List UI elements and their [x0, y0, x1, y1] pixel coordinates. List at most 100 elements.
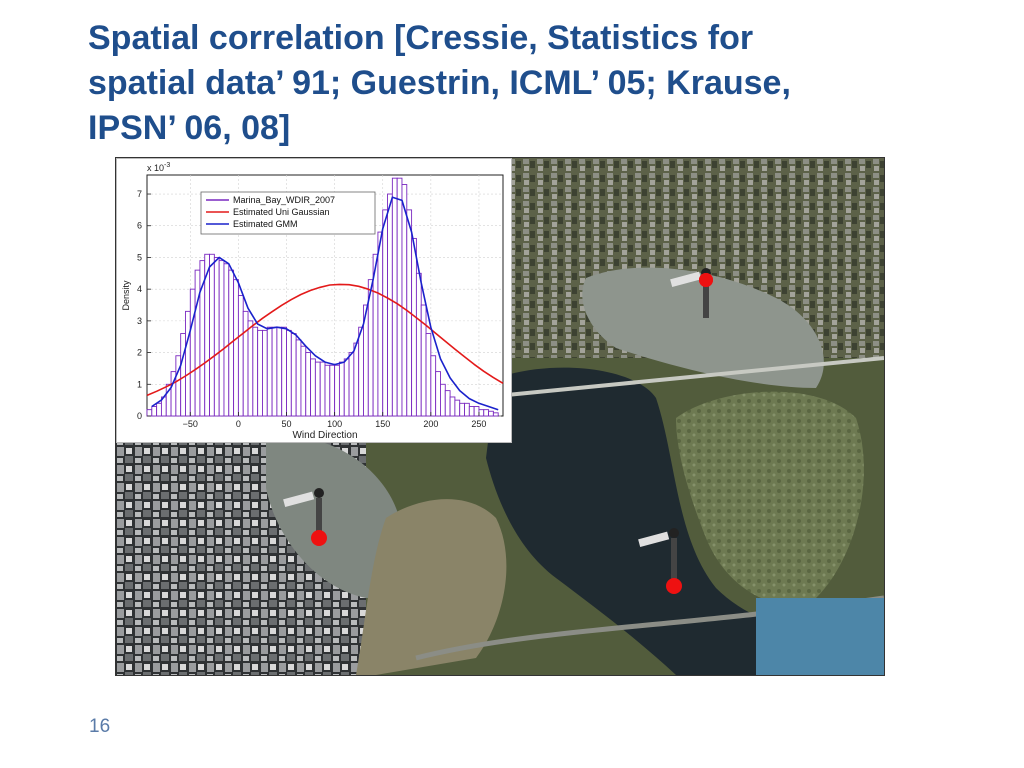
histogram-bar [492, 412, 499, 417]
sensor-vane [283, 491, 315, 508]
histogram-bar [334, 364, 340, 417]
histogram-bar [310, 358, 316, 417]
x-tick-label: 250 [471, 419, 486, 429]
chart-legend: Marina_Bay_WDIR_2007 Estimated Uni Gauss… [200, 191, 376, 235]
histogram-bar [156, 402, 162, 417]
histogram-bar [468, 406, 475, 417]
histogram-bar [353, 342, 360, 417]
histogram-bar [262, 329, 268, 417]
histogram-bar [435, 371, 441, 417]
histogram-bar [295, 339, 302, 417]
y-exponent-label: x 10-3 [147, 162, 170, 173]
histogram-bar [281, 326, 287, 417]
histogram-bar [478, 409, 485, 417]
legend-label-histogram: Marina_Bay_WDIR_2007 [233, 195, 335, 205]
y-tick-label: 5 [137, 252, 142, 262]
histogram-bar [180, 333, 186, 417]
y-tick-label: 2 [137, 348, 142, 358]
y-tick-label: 1 [137, 379, 142, 389]
histogram-bar [338, 361, 345, 417]
y-tick-label: 0 [137, 411, 142, 421]
histogram-bar [411, 237, 417, 417]
histogram-bar [266, 326, 273, 417]
y-axis-label: Density [121, 280, 131, 311]
y-tick-label: 3 [137, 316, 142, 326]
chart-svg: −50 0 50 100 150 200 250 0 1 2 3 4 5 6 7 x 10-3 Densit… [121, 162, 504, 441]
y-tick-label: 7 [137, 189, 142, 199]
histogram-bar [218, 260, 225, 417]
sensor-marker-southeast [666, 578, 682, 594]
series-lines [146, 196, 504, 411]
x-tick-label: 50 [282, 419, 292, 429]
legend-box [200, 191, 376, 235]
histogram-bar [233, 279, 239, 417]
slide-title: Spatial correlation [Cressie, Statistics… [88, 16, 988, 151]
histogram-bar [271, 326, 278, 417]
histogram-bar [257, 329, 263, 417]
histogram-bar [444, 390, 451, 417]
histogram-bar [454, 399, 461, 417]
histogram-bar [324, 364, 331, 417]
histogram-bar [237, 295, 244, 417]
histogram-bar [387, 193, 393, 417]
histogram-bar [314, 361, 321, 417]
legend-label-gmm: Estimated GMM [233, 219, 298, 229]
sensor-marker-west [311, 530, 327, 546]
histogram-bar [464, 402, 470, 417]
sensor-mast [671, 538, 677, 584]
histogram-bar [382, 209, 388, 417]
histogram-bar [252, 326, 259, 417]
satellite-map-image [115, 157, 885, 676]
histogram-bar [483, 409, 490, 417]
slide-title-line-1: Spatial correlation [Cressie, Statistics… [88, 19, 754, 57]
histogram-bar [401, 184, 408, 417]
series-line-gmm [151, 196, 499, 411]
map-road [475, 356, 884, 400]
wind-sensor-west [283, 488, 324, 538]
histogram-bar [343, 358, 350, 417]
histogram-bar [329, 364, 336, 417]
histogram-bar [209, 253, 215, 417]
histogram-bars [146, 177, 499, 417]
histogram-bar [425, 333, 432, 417]
histogram-bar [185, 310, 191, 417]
y-tick-label: 6 [137, 221, 142, 231]
x-axis-label: Wind Direction [292, 430, 357, 441]
histogram-bar [151, 406, 158, 417]
map-gardens-south [356, 499, 507, 675]
histogram-bar [348, 352, 355, 417]
histogram-bar [247, 320, 254, 417]
histogram-bar [319, 361, 326, 417]
slide-title-line-3: IPSN’ 06, 08] [88, 109, 291, 147]
histogram-bar [300, 345, 307, 417]
sensor-vane [670, 271, 702, 288]
legend-label-gaussian: Estimated Uni Gaussian [233, 207, 330, 217]
histogram-bar [449, 396, 456, 417]
histogram-bar [440, 383, 446, 417]
sensor-cups [669, 528, 679, 538]
histogram-bar [213, 256, 220, 417]
histogram-bar [242, 310, 249, 417]
map-river [486, 367, 884, 675]
histogram-bar [473, 406, 480, 417]
histogram-bar [459, 402, 465, 417]
histogram-bar [358, 326, 364, 417]
histogram-bar [305, 352, 312, 417]
slide-title-line-2: spatial data’ 91; Guestrin, ICML’ 05; Kr… [88, 64, 791, 102]
sensor-marker-northeast [699, 273, 713, 287]
map-reservoir-north [582, 267, 824, 388]
sensor-mast [703, 278, 709, 318]
histogram-bar [430, 355, 437, 417]
map-gardens-east [676, 391, 864, 605]
wind-direction-chart: −50 0 50 100 150 200 250 0 1 2 3 4 5 6 7 x 10-3 Densit… [116, 158, 512, 443]
histogram-bar [396, 177, 403, 417]
histogram-bar [391, 177, 398, 417]
sensor-mast [316, 498, 322, 538]
x-tick-label: −50 [183, 419, 198, 429]
map-sea [756, 598, 884, 675]
series-line-uni-gaussian [146, 283, 504, 397]
tick-labels: −50 0 50 100 150 200 250 0 1 2 3 4 5 6 7 [137, 189, 486, 429]
histogram-bar [377, 231, 384, 417]
y-tick-label: 4 [137, 284, 142, 294]
histogram-bar [415, 272, 422, 417]
